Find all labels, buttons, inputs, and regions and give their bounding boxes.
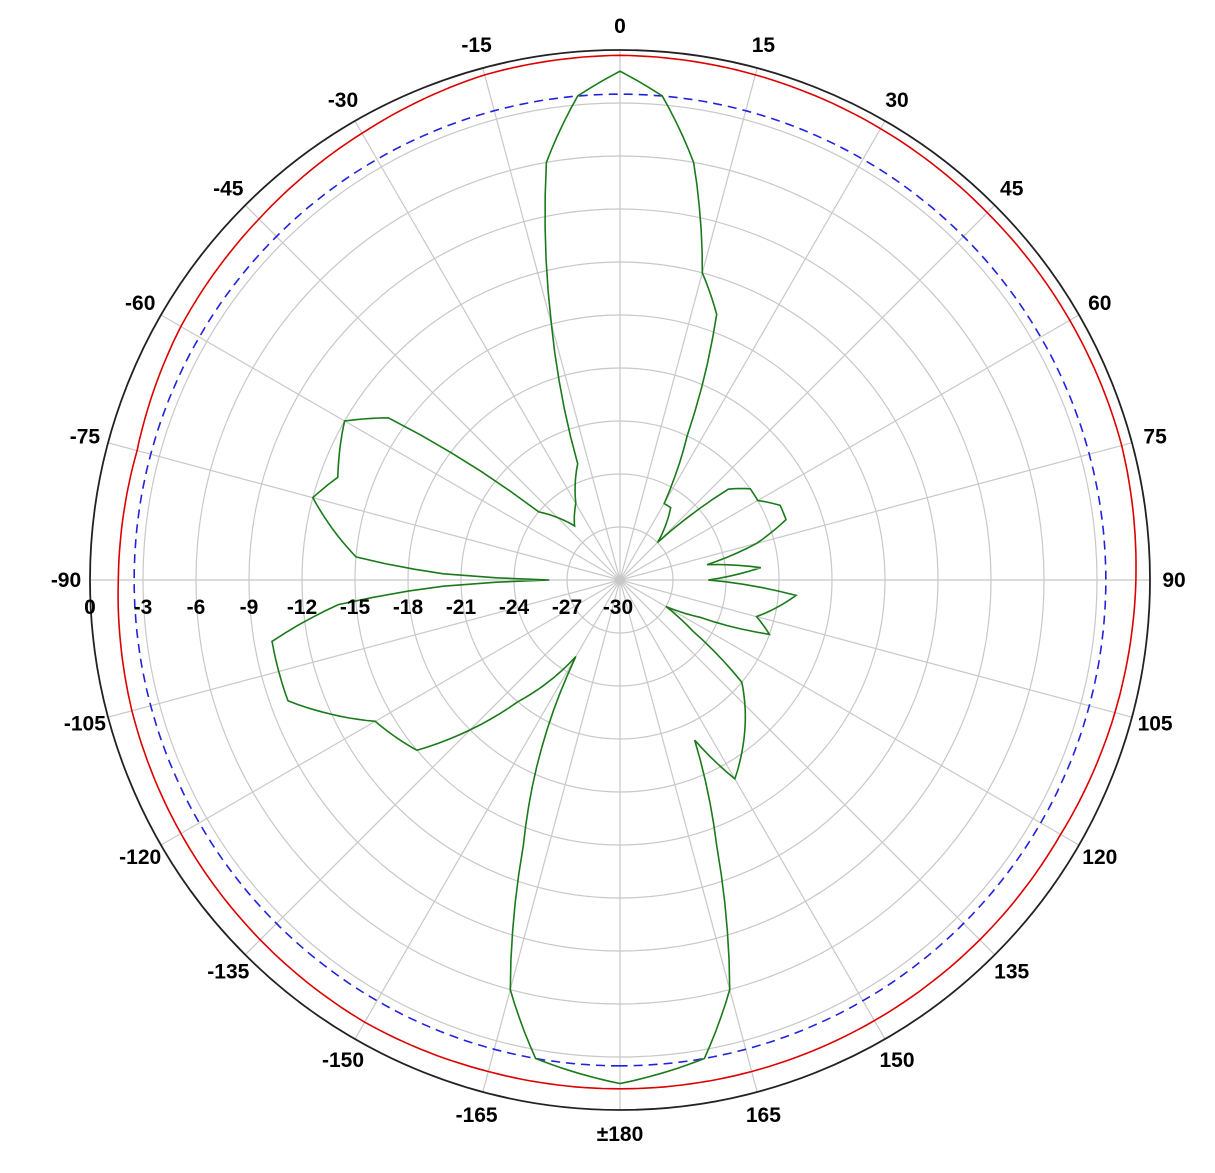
outer-ring — [89, 49, 1151, 1111]
grid-spoke — [244, 204, 621, 581]
grid-spoke — [619, 579, 886, 1040]
angle-tick-label: ±180 — [597, 1123, 644, 1146]
angle-tick-label: -15 — [461, 34, 492, 57]
angle-tick-label: -120 — [119, 846, 161, 869]
grid-spoke — [160, 579, 621, 846]
angle-tick-label: 105 — [1138, 712, 1173, 735]
angle-tick-label: -60 — [125, 292, 155, 315]
angle-tick-label: 120 — [1082, 846, 1117, 869]
grid-spoke — [619, 579, 996, 956]
angle-tick-label: 15 — [752, 34, 776, 57]
angle-tick-label: 150 — [879, 1049, 914, 1072]
grid-spoke — [619, 442, 1133, 581]
angle-tick-label: -105 — [64, 712, 106, 735]
grid-spoke — [160, 314, 621, 581]
radial-tick-label: -30 — [603, 596, 633, 619]
angle-tick-label: -45 — [213, 177, 244, 200]
radial-tick-label: -18 — [393, 596, 424, 619]
series-layer — [117, 54, 1137, 1090]
angle-tick-label: 90 — [1162, 569, 1185, 592]
angle-tick-label: -150 — [322, 1049, 364, 1072]
angle-tick-label: -90 — [51, 569, 81, 592]
angle-tick-label: -135 — [207, 961, 249, 984]
grid-spoke — [354, 120, 621, 581]
radial-tick-label: -15 — [340, 596, 371, 619]
series-line-1 — [133, 93, 1107, 1067]
grid-spoke — [107, 442, 621, 581]
radial-tick-label: 0 — [84, 596, 96, 619]
radial-tick-label: -9 — [240, 596, 259, 619]
angle-tick-label: 30 — [885, 89, 908, 112]
angle-tick-label: -75 — [70, 426, 101, 449]
polar-grid — [89, 49, 1151, 1111]
grid-spoke — [619, 314, 1080, 581]
grid-spoke — [619, 67, 758, 581]
grid-spoke — [619, 204, 996, 581]
grid-spoke — [354, 579, 621, 1040]
axis-labels: 0153045607590105120135150165±180-165-150… — [51, 15, 1186, 1146]
grid-spoke — [619, 120, 886, 581]
series-line-0 — [117, 54, 1137, 1090]
grid-spoke — [107, 579, 621, 718]
angle-tick-label: 0 — [614, 15, 626, 38]
radial-tick-label: -6 — [187, 596, 206, 619]
grid-spoke — [619, 579, 1080, 846]
angle-tick-label: 135 — [994, 961, 1029, 984]
radial-tick-label: -21 — [446, 596, 477, 619]
radial-tick-label: -12 — [287, 596, 317, 619]
angle-tick-label: 75 — [1143, 426, 1167, 449]
radial-tick-label: -27 — [552, 596, 582, 619]
radial-tick-label: -24 — [499, 596, 530, 619]
grid-spoke — [619, 579, 758, 1093]
angle-tick-label: -165 — [456, 1104, 498, 1127]
series-line-2 — [271, 70, 798, 1085]
angle-tick-label: 45 — [1000, 177, 1024, 200]
angle-tick-label: 165 — [746, 1104, 781, 1127]
angle-tick-label: -30 — [328, 89, 358, 112]
angle-tick-label: 60 — [1088, 292, 1111, 315]
radial-tick-label: -3 — [134, 596, 153, 619]
grid-spoke — [482, 579, 621, 1093]
grid-spoke — [619, 579, 1133, 718]
grid-spoke — [244, 579, 621, 956]
